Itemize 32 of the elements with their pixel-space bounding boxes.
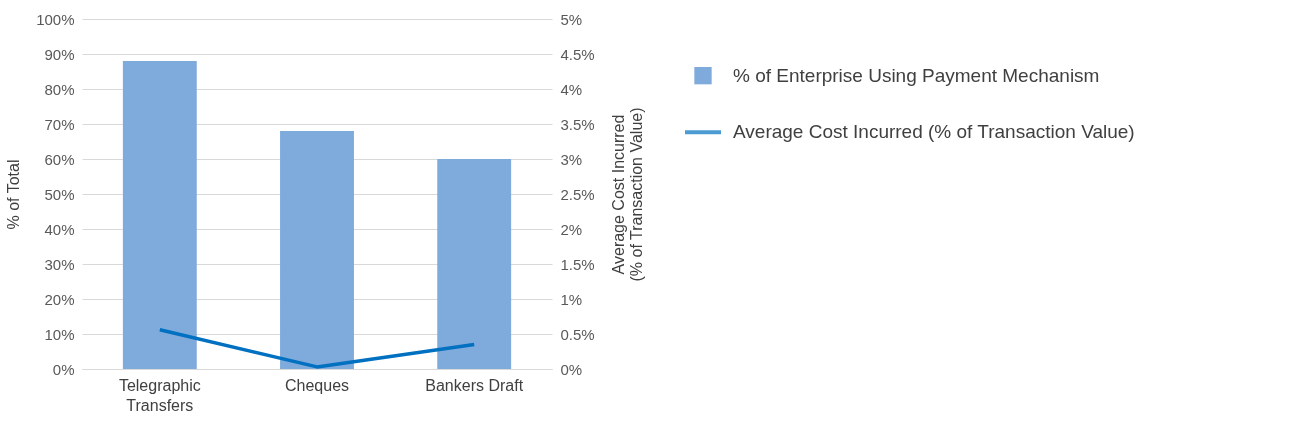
x-tick-label: Bankers Draft (425, 376, 524, 394)
y2-tick-label: 4.5% (560, 45, 595, 63)
y-tick-label: 0% (52, 360, 75, 378)
y-tick-label: 40% (44, 220, 75, 238)
y2-tick-label: 2% (560, 220, 583, 238)
x-tick-label: Cheques (284, 376, 350, 394)
y-tick-label: 100% (36, 10, 75, 28)
y2-axis-title: Average Cost Incurred (% of Transaction Value) (609, 107, 645, 282)
y-tick-label: 70% (44, 115, 75, 133)
y2-tick-label: 1% (560, 290, 583, 308)
y2-tick-label: 0.5% (560, 325, 595, 343)
y2-tick-label: 3.5% (560, 115, 595, 133)
legend-label: Average Cost Incurred (% of Transaction Value) (733, 121, 1135, 143)
bar (122, 61, 197, 369)
y-tick-label: 30% (44, 255, 75, 273)
y-tick-label: 60% (44, 150, 75, 168)
y-tick-label: 50% (44, 185, 75, 203)
y-tick-label: 10% (44, 325, 75, 343)
y2-tick-label: 3% (560, 150, 583, 168)
y2-tick-label: 4% (560, 80, 583, 98)
y2-tick-label: 0% (560, 360, 583, 378)
legend-label: % of Enterprise Using Payment Mechanism (733, 64, 1100, 86)
y2-tick-label: 5% (560, 10, 583, 28)
y-axis-title: % of Total (5, 159, 23, 230)
y-tick-label: 90% (44, 45, 75, 63)
bar (437, 159, 512, 369)
y-tick-label: 20% (44, 290, 75, 308)
y-tick-label: 80% (44, 80, 75, 98)
bar (280, 131, 354, 369)
x-tick-label: Telegraphic Transfers (118, 376, 201, 414)
y2-tick-label: 1.5% (560, 255, 595, 273)
y2-tick-label: 2.5% (560, 185, 595, 203)
